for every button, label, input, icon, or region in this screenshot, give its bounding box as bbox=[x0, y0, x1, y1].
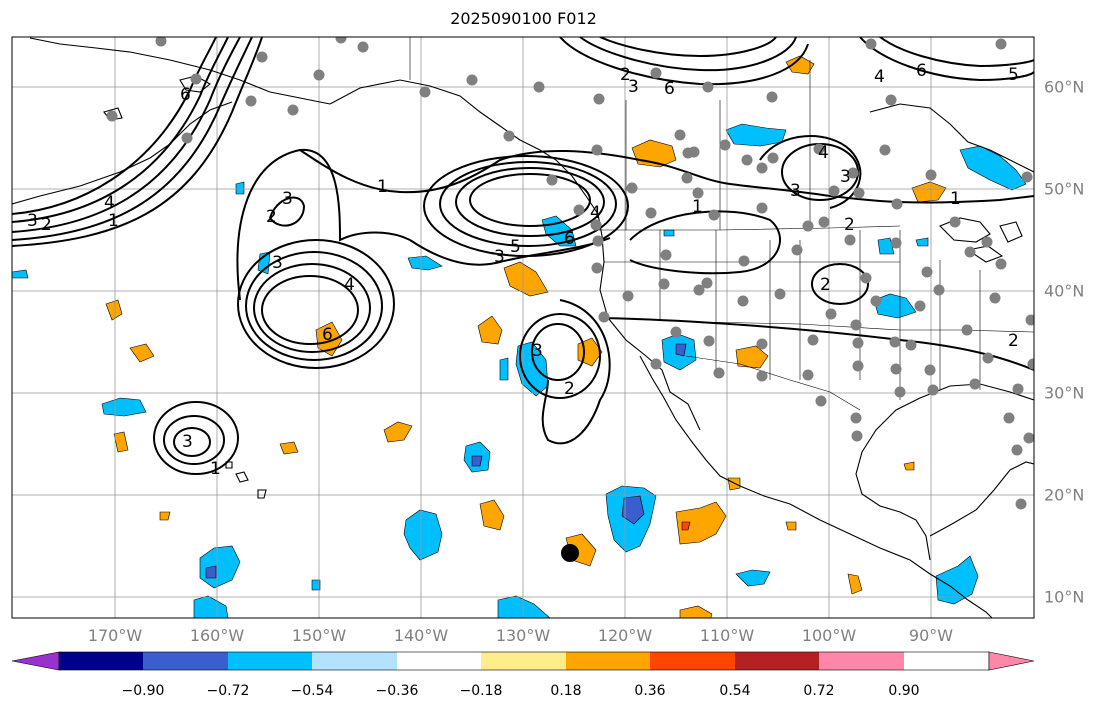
contour-label: 3 bbox=[790, 181, 801, 201]
lon-label: 160°W bbox=[189, 626, 245, 645]
colorbar-cell bbox=[312, 652, 397, 670]
contour-label: 5 bbox=[510, 237, 521, 257]
colorbar-cell bbox=[228, 652, 312, 670]
contour-label: 2 bbox=[564, 379, 575, 399]
map-frame bbox=[11, 36, 1035, 619]
contour-label: 6 bbox=[564, 229, 575, 249]
contour-labels: 3 2 4 1 1 3 2 3 4 6 3 5 6 4 3 2 3 1 1 2 … bbox=[27, 61, 1019, 479]
lon-label: 90°W bbox=[908, 626, 954, 645]
colorbar-extend-min bbox=[11, 651, 60, 671]
lon-label: 130°W bbox=[495, 626, 551, 645]
contour-label: 6 bbox=[322, 325, 333, 345]
contour-label: 4 bbox=[818, 143, 829, 163]
lat-label: 30°N bbox=[1044, 383, 1085, 403]
colorbar-tick-label: 0.72 bbox=[803, 683, 835, 699]
coastlines bbox=[12, 37, 1034, 618]
contour-label: 2 bbox=[41, 215, 52, 235]
contour-label: 3 bbox=[182, 432, 193, 452]
colorbar-extend-max bbox=[988, 651, 1035, 671]
contour-label: 3 bbox=[532, 341, 543, 361]
lon-label: 110°W bbox=[699, 626, 755, 645]
colorbar-cell bbox=[481, 652, 566, 670]
contour-label: 3 bbox=[272, 253, 283, 273]
contour-label: 2 bbox=[1008, 331, 1019, 351]
lon-label: 150°W bbox=[291, 626, 347, 645]
contour-label: 3 bbox=[494, 247, 505, 267]
colorbar-cell bbox=[59, 652, 143, 670]
lat-label: 20°N bbox=[1044, 485, 1085, 505]
colorbar-tick-label: 0.36 bbox=[634, 683, 666, 699]
colorbar-cell bbox=[566, 652, 650, 670]
contour-label: 3 bbox=[628, 77, 639, 97]
lat-label: 50°N bbox=[1044, 179, 1085, 199]
colorbar-tick-label: −0.72 bbox=[206, 683, 250, 699]
contour-label: 2 bbox=[844, 215, 855, 235]
contour-label: 4 bbox=[104, 193, 115, 213]
contour-label: 1 bbox=[377, 177, 388, 197]
contour-label: 4 bbox=[590, 203, 601, 223]
lon-label: 120°W bbox=[597, 626, 653, 645]
contour-label: 3 bbox=[840, 167, 851, 187]
political-borders bbox=[409, 37, 1034, 411]
lon-label: 140°W bbox=[393, 626, 449, 645]
colorbar-cell bbox=[735, 652, 819, 670]
contour-label: 1 bbox=[108, 211, 119, 231]
colorbar-tick-label: −0.36 bbox=[375, 683, 419, 699]
colorbar-tick-label: 0.90 bbox=[888, 683, 920, 699]
station-markers bbox=[106, 37, 1034, 510]
contour-label: 2 bbox=[266, 207, 277, 227]
contour-label: 1 bbox=[950, 189, 961, 209]
colorbar-tick-label: −0.90 bbox=[121, 683, 165, 699]
lon-label: 170°W bbox=[87, 626, 143, 645]
contour-label: 3 bbox=[282, 189, 293, 209]
colorbar-cell bbox=[143, 652, 228, 670]
contour-label: 2 bbox=[620, 65, 631, 85]
colorbar bbox=[11, 651, 1035, 671]
contour-label: 5 bbox=[1008, 65, 1019, 85]
shaded-field bbox=[12, 55, 1027, 618]
contour-label: 3 bbox=[27, 211, 38, 231]
contour-label: 1 bbox=[210, 459, 221, 479]
contour-label: 6 bbox=[180, 85, 191, 105]
contour-label: 2 bbox=[820, 275, 831, 295]
location-marker bbox=[561, 544, 579, 562]
colorbar-cell bbox=[819, 652, 904, 670]
colorbar-tick-label: 0.54 bbox=[719, 683, 751, 699]
colorbar-tick-label: −0.54 bbox=[290, 683, 334, 699]
lat-label: 10°N bbox=[1044, 587, 1085, 607]
contour-label: 4 bbox=[874, 67, 885, 87]
colorbar-cell bbox=[397, 652, 481, 670]
lat-label: 60°N bbox=[1044, 77, 1085, 97]
contour-label: 1 bbox=[692, 197, 703, 217]
contour-label: 6 bbox=[916, 61, 927, 81]
contour-label: 6 bbox=[664, 79, 675, 99]
colorbar-cell bbox=[650, 652, 735, 670]
map-title: 2025090100 F012 bbox=[450, 9, 597, 28]
contour-label: 4 bbox=[344, 275, 355, 295]
lon-label: 100°W bbox=[801, 626, 857, 645]
colorbar-tick-label: −0.18 bbox=[459, 683, 503, 699]
colorbar-tick-label: 0.18 bbox=[550, 683, 582, 699]
lat-label: 40°N bbox=[1044, 281, 1085, 301]
gridlines bbox=[12, 37, 1034, 618]
